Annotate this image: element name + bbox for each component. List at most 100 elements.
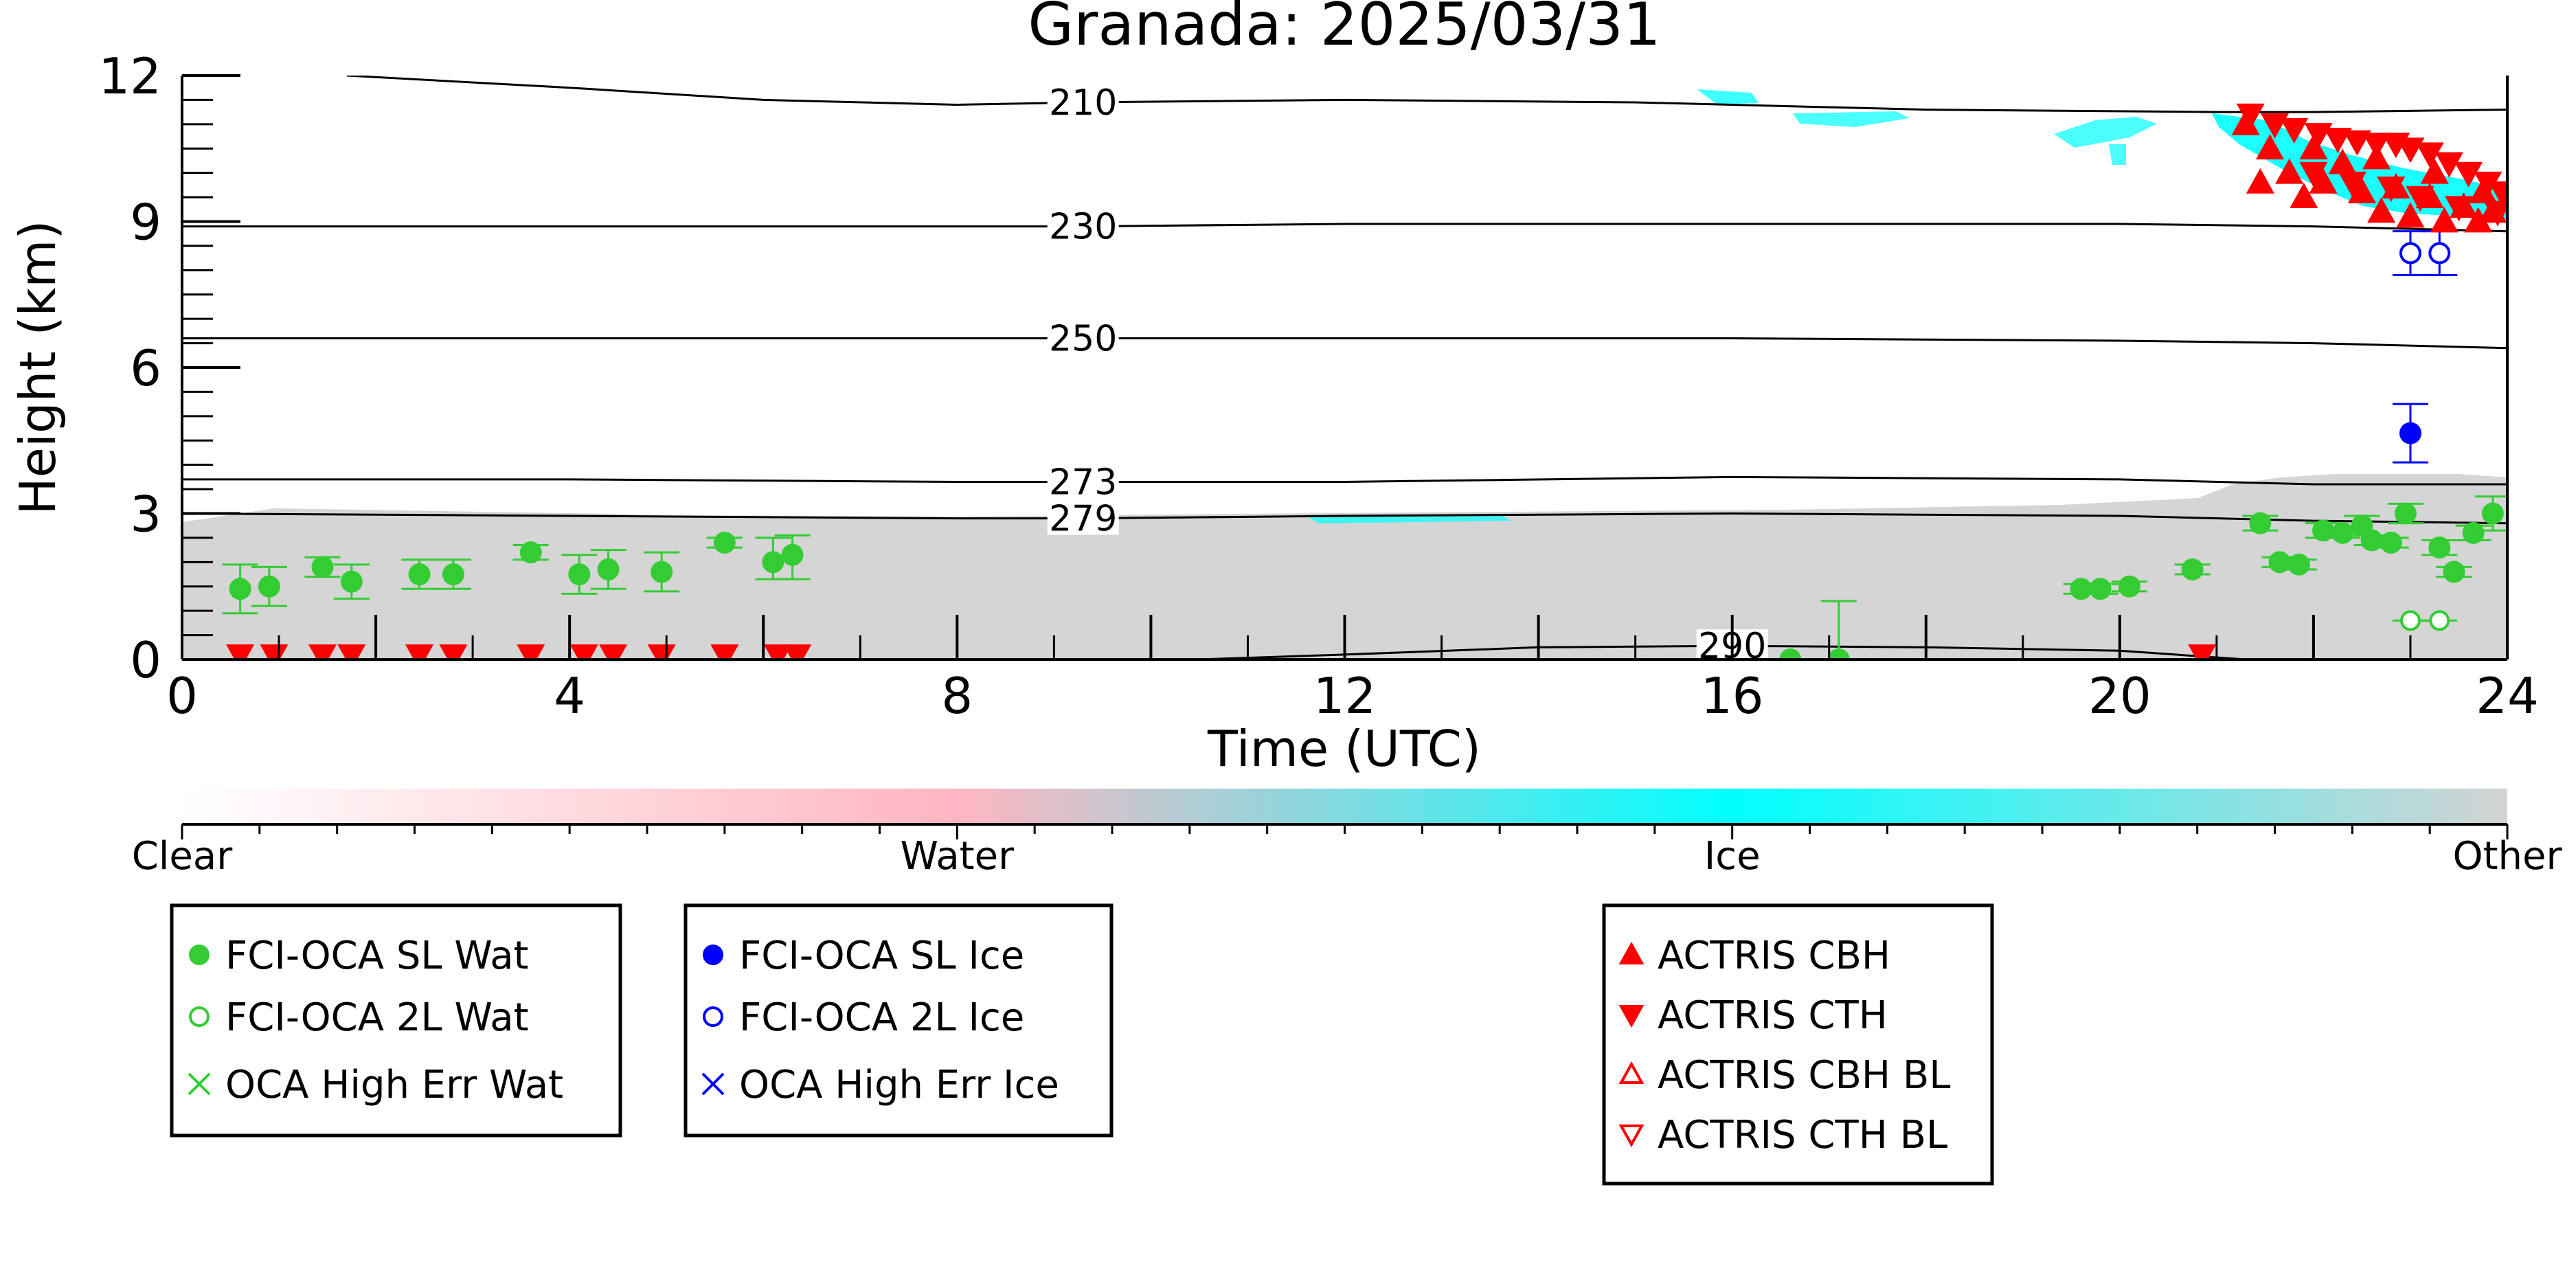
actris-cbh-point — [2290, 182, 2318, 208]
isotherm-label: 230 — [1049, 207, 1117, 248]
fci-oca-2l-wat-point — [2399, 610, 2421, 631]
y-tick-label: 0 — [130, 631, 161, 689]
isotherm-label-bg — [1047, 85, 1119, 119]
fci-oca-sl-wat-point — [713, 532, 736, 554]
fci-oca-2l-wat-point — [2429, 610, 2450, 631]
fci-oca-sl-wat-point — [2249, 512, 2272, 534]
fci-oca-sl-wat-point — [2287, 553, 2310, 576]
fci-oca-sl-wat-point — [2089, 578, 2112, 600]
isotherm-label: 279 — [1049, 499, 1117, 540]
cloud-field — [182, 89, 2507, 659]
isotherm-line — [346, 76, 2507, 113]
actris-cth-point — [599, 644, 628, 659]
actris-cth-point — [2342, 130, 2371, 156]
cloud-mask-colorbar — [182, 789, 2507, 823]
actris-cth-point — [710, 644, 739, 659]
x-tick-label: 16 — [1701, 667, 1764, 725]
fci-oca-sl-wat-point — [258, 575, 280, 598]
y-tick-label: 3 — [130, 486, 161, 543]
isotherm-label: 273 — [1049, 462, 1117, 503]
actris-cbh-point — [2347, 177, 2376, 203]
actris-cth-point — [2260, 113, 2290, 139]
y-ticks: 0 3 6 9 12 — [98, 47, 240, 689]
actris-cth-point — [2323, 128, 2352, 154]
fci-oca-sl-wat-point — [568, 563, 591, 586]
actris-cbh-point — [2299, 134, 2328, 160]
actris-cth-point — [405, 644, 434, 659]
fci-oca-2l-ice-point — [2399, 242, 2421, 264]
isotherm-line — [182, 512, 2507, 525]
isotherm-line — [182, 475, 2507, 486]
actris-cth-point — [2488, 181, 2507, 207]
y-tick-label: 9 — [130, 194, 161, 251]
actris-cth-point — [2280, 118, 2309, 144]
actris-cth-point — [783, 644, 812, 659]
data-markers — [222, 103, 2507, 659]
x-tick-label: 24 — [2476, 667, 2539, 725]
legend-marker — [189, 1006, 210, 1027]
actris-cth-point — [763, 644, 792, 659]
x-tick-label: 20 — [2088, 667, 2151, 725]
legend-label: OCA High Err Ice — [739, 1063, 1059, 1107]
legend-frame — [170, 903, 622, 1138]
colorbar-label: Water — [901, 834, 1015, 879]
fci-oca-sl-wat-point — [2481, 502, 2504, 525]
isotherm-label-bg — [1047, 321, 1119, 355]
fci-oca-sl-wat-point — [2462, 521, 2485, 544]
actris-cbh-point — [2255, 134, 2284, 160]
actris-cth-point — [2396, 137, 2425, 163]
actris-cth-point — [2299, 161, 2328, 188]
fci-oca-sl-wat-point — [1827, 648, 1850, 659]
legend-frame — [683, 903, 1114, 1138]
legend-label: ACTRIS CTH — [1658, 993, 1888, 1038]
actris-cth-point — [2406, 186, 2434, 212]
legend-frame — [1602, 903, 1994, 1186]
legend-label: OCA High Err Wat — [225, 1063, 563, 1107]
fci-oca-sl-ice-point — [2399, 422, 2421, 444]
legend-marker — [188, 1072, 211, 1096]
actris-cbh-point — [2396, 202, 2425, 228]
actris-cth-point — [337, 644, 366, 659]
isotherm-label: 210 — [1049, 82, 1117, 124]
fci-oca-2l-ice-point — [2428, 242, 2451, 264]
legends: FCI-OCA SL Wat FCI-OCA 2L Wat OCA High Err… — [170, 903, 1994, 1186]
y-tick-label: 12 — [98, 47, 161, 105]
ice-cloud-fragment — [1697, 89, 1759, 104]
legend-label: ACTRIS CBH — [1658, 934, 1890, 978]
legend-label: FCI-OCA SL Wat — [225, 934, 529, 978]
fci-oca-sl-wat-point — [2312, 519, 2335, 542]
actris-cbh-point — [2367, 197, 2396, 223]
fci-oca-sl-wat-point — [2360, 529, 2383, 552]
legend-label: ACTRIS CTH BL — [1658, 1113, 1947, 1157]
actris-cth-point — [2236, 103, 2265, 129]
actris-cth-point — [2454, 161, 2483, 188]
fci-oca-sl-wat-point — [762, 551, 784, 574]
fci-oca-sl-wat-point — [340, 570, 363, 593]
isotherm-line — [182, 337, 2507, 350]
y-tick-label: 6 — [130, 339, 161, 397]
fci-oca-sl-wat-point — [651, 561, 673, 583]
fci-oca-sl-wat-point — [2181, 558, 2204, 580]
isotherm-line — [182, 223, 2507, 233]
ice-cloud-fragment — [1793, 111, 1910, 127]
actris-cbh-point — [2430, 207, 2459, 233]
legend-marker — [1618, 1061, 1645, 1084]
colorbar-ticks — [181, 824, 2509, 839]
actris-cbh-point — [2275, 158, 2304, 184]
actris-cth-point — [517, 644, 545, 659]
fci-oca-sl-wat-point — [442, 563, 464, 586]
legend-box: FCI-OCA SL Wat FCI-OCA 2L Wat OCA High Err… — [170, 903, 622, 1138]
isotherm-label: 250 — [1049, 319, 1117, 360]
legend-marker — [701, 1072, 725, 1096]
x-axis-label: Time (UTC) — [1207, 720, 1481, 778]
legend-marker — [703, 1006, 723, 1027]
fci-oca-sl-wat-point — [519, 541, 542, 564]
legend-marker — [189, 945, 210, 965]
legend-box: FCI-OCA SL Ice FCI-OCA 2L Ice OCA High Err… — [683, 903, 1114, 1138]
legend-label: FCI-OCA SL Ice — [739, 934, 1024, 978]
fci-oca-sl-wat-point — [597, 558, 620, 580]
ice-cloud-fragment — [2054, 117, 2157, 148]
legend-marker — [1618, 1005, 1645, 1028]
legend-marker — [1618, 941, 1645, 964]
